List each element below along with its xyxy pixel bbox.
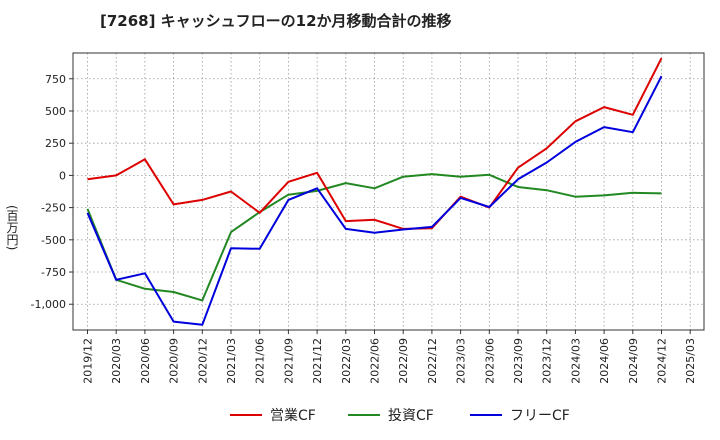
y-tick-label: -1,000: [31, 298, 66, 311]
chart-title: [7268] キャッシュフローの12か月移動合計の推移: [100, 12, 452, 30]
y-tick-label: -250: [41, 202, 66, 215]
x-tick-label: 2024/06: [598, 338, 611, 384]
line-chart: 750 500 250 0 -250 -500 -750 -1,000 2019/12 2020/…: [31, 52, 705, 384]
x-tick-label: 2022/09: [397, 338, 410, 384]
legend-item-operating-cf: 営業CF: [230, 403, 316, 427]
grid-lines: [73, 53, 704, 330]
y-tick-label: 0: [59, 169, 66, 182]
x-tick-label: 2023/03: [455, 338, 468, 384]
x-tick-label: 2024/12: [656, 338, 669, 384]
legend-item-free-cf: フリーCF: [470, 403, 570, 427]
legend-swatch-operating-cf: [230, 414, 262, 416]
x-tick-label: 2020/06: [139, 338, 152, 384]
x-tick-label: 2022/12: [426, 338, 439, 384]
x-tick-label: 2021/06: [254, 338, 267, 384]
x-tick-label: 2019/12: [82, 338, 95, 384]
y-tick-label: -500: [41, 234, 66, 247]
x-tick-label: 2022/06: [369, 338, 382, 384]
x-tick-label: 2024/09: [627, 338, 640, 384]
series-lines: [86, 57, 663, 326]
x-tick-label: 2024/03: [569, 338, 582, 384]
legend-swatch-investing-cf: [348, 414, 380, 416]
x-tick-label: 2020/09: [168, 338, 181, 384]
legend-label-operating-cf: 営業CF: [270, 408, 316, 424]
legend-swatch-free-cf: [470, 414, 502, 416]
legend-label-investing-cf: 投資CF: [388, 408, 434, 424]
x-tick-label: 2021/03: [225, 338, 238, 384]
axes: 750 500 250 0 -250 -500 -750 -1,000 2019/12 2020/…: [31, 52, 705, 384]
x-tick-label: 2020/12: [196, 338, 209, 384]
x-tick-label: 2021/09: [282, 338, 295, 384]
series-line-operating-cf: [87, 57, 663, 230]
x-tick-label: 2023/09: [512, 338, 525, 384]
plot-area-border: [72, 52, 705, 331]
y-tick-label: 250: [45, 137, 66, 150]
legend: 営業CF 投資CF フリーCF: [0, 403, 720, 427]
legend-label-free-cf: フリーCF: [510, 408, 570, 424]
x-tick-label: 2020/03: [110, 338, 123, 384]
y-tick-label: 500: [45, 105, 66, 118]
y-tick-label: 750: [45, 73, 66, 86]
x-tick-label: 2021/12: [311, 338, 324, 384]
series-line-investing-cf: [86, 173, 662, 302]
x-tick-label: 2023/06: [483, 338, 496, 384]
x-tick-label: 2022/03: [340, 338, 353, 384]
x-tick-label: 2025/03: [684, 338, 697, 384]
y-axis-unit-label: (百万円): [5, 205, 19, 251]
y-tick-label: -750: [41, 266, 66, 279]
x-tick-label: 2023/12: [541, 338, 554, 384]
series-line-free-cf: [86, 75, 663, 326]
legend-item-investing-cf: 投資CF: [348, 403, 434, 427]
